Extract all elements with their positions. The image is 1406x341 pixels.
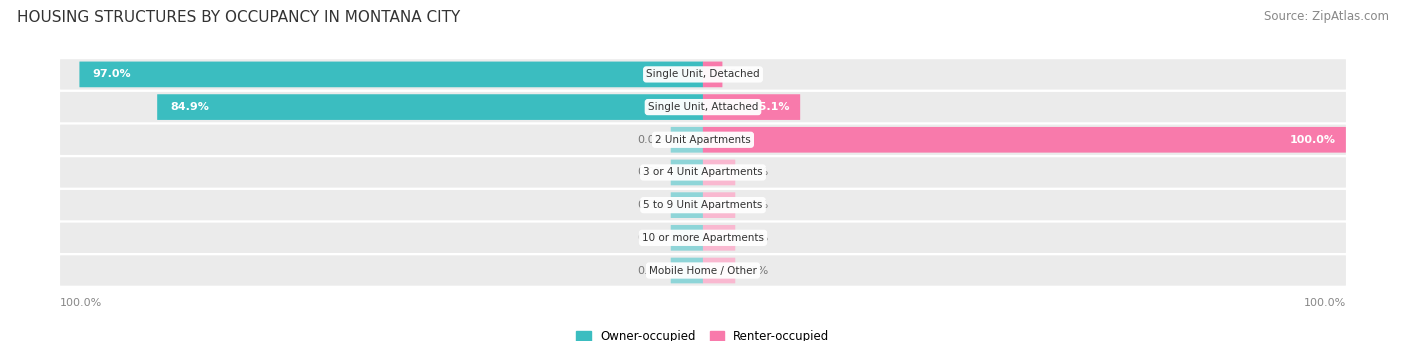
Text: HOUSING STRUCTURES BY OCCUPANCY IN MONTANA CITY: HOUSING STRUCTURES BY OCCUPANCY IN MONTA… <box>17 10 460 25</box>
Text: 0.0%: 0.0% <box>637 233 665 243</box>
FancyBboxPatch shape <box>703 62 723 87</box>
Text: 3 or 4 Unit Apartments: 3 or 4 Unit Apartments <box>643 167 763 177</box>
Legend: Owner-occupied, Renter-occupied: Owner-occupied, Renter-occupied <box>572 326 834 341</box>
Text: Source: ZipAtlas.com: Source: ZipAtlas.com <box>1264 10 1389 23</box>
FancyBboxPatch shape <box>671 225 703 251</box>
FancyBboxPatch shape <box>703 94 800 120</box>
Text: 10 or more Apartments: 10 or more Apartments <box>643 233 763 243</box>
Text: 0.0%: 0.0% <box>637 135 665 145</box>
Text: 84.9%: 84.9% <box>170 102 209 112</box>
Text: 100.0%: 100.0% <box>60 298 103 308</box>
Text: 100.0%: 100.0% <box>1291 135 1336 145</box>
Text: 97.0%: 97.0% <box>93 70 131 79</box>
FancyBboxPatch shape <box>671 258 703 283</box>
FancyBboxPatch shape <box>60 157 1346 188</box>
FancyBboxPatch shape <box>703 192 735 218</box>
Text: 5 to 9 Unit Apartments: 5 to 9 Unit Apartments <box>644 200 762 210</box>
FancyBboxPatch shape <box>703 160 735 185</box>
Text: 15.1%: 15.1% <box>752 102 790 112</box>
FancyBboxPatch shape <box>79 62 703 87</box>
Text: Single Unit, Attached: Single Unit, Attached <box>648 102 758 112</box>
FancyBboxPatch shape <box>60 59 1346 90</box>
FancyBboxPatch shape <box>60 92 1346 122</box>
FancyBboxPatch shape <box>703 258 735 283</box>
FancyBboxPatch shape <box>60 190 1346 220</box>
Text: 0.0%: 0.0% <box>741 266 769 276</box>
Text: Single Unit, Detached: Single Unit, Detached <box>647 70 759 79</box>
FancyBboxPatch shape <box>671 127 703 153</box>
FancyBboxPatch shape <box>60 124 1346 155</box>
FancyBboxPatch shape <box>671 192 703 218</box>
FancyBboxPatch shape <box>671 160 703 185</box>
Text: 3.0%: 3.0% <box>728 70 756 79</box>
FancyBboxPatch shape <box>703 127 1346 153</box>
Text: 0.0%: 0.0% <box>741 200 769 210</box>
Text: 0.0%: 0.0% <box>637 167 665 177</box>
Text: 0.0%: 0.0% <box>637 266 665 276</box>
Text: 0.0%: 0.0% <box>637 200 665 210</box>
Text: Mobile Home / Other: Mobile Home / Other <box>650 266 756 276</box>
Text: 2 Unit Apartments: 2 Unit Apartments <box>655 135 751 145</box>
FancyBboxPatch shape <box>157 94 703 120</box>
Text: 0.0%: 0.0% <box>741 167 769 177</box>
Text: 100.0%: 100.0% <box>1303 298 1346 308</box>
FancyBboxPatch shape <box>60 255 1346 286</box>
FancyBboxPatch shape <box>703 225 735 251</box>
FancyBboxPatch shape <box>60 223 1346 253</box>
Text: 0.0%: 0.0% <box>741 233 769 243</box>
